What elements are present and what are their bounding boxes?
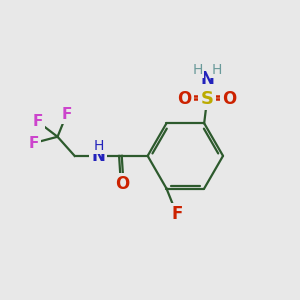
Text: O: O	[222, 90, 237, 108]
Text: H: H	[193, 63, 203, 77]
Text: N: N	[91, 147, 105, 165]
Text: H: H	[212, 63, 222, 77]
Text: O: O	[178, 90, 192, 108]
Text: S: S	[201, 90, 214, 108]
Text: N: N	[200, 70, 214, 88]
Text: O: O	[116, 175, 130, 193]
Text: F: F	[171, 205, 182, 223]
Text: F: F	[61, 107, 72, 122]
Text: H: H	[93, 139, 104, 153]
Text: F: F	[28, 136, 39, 151]
Text: F: F	[33, 114, 43, 129]
